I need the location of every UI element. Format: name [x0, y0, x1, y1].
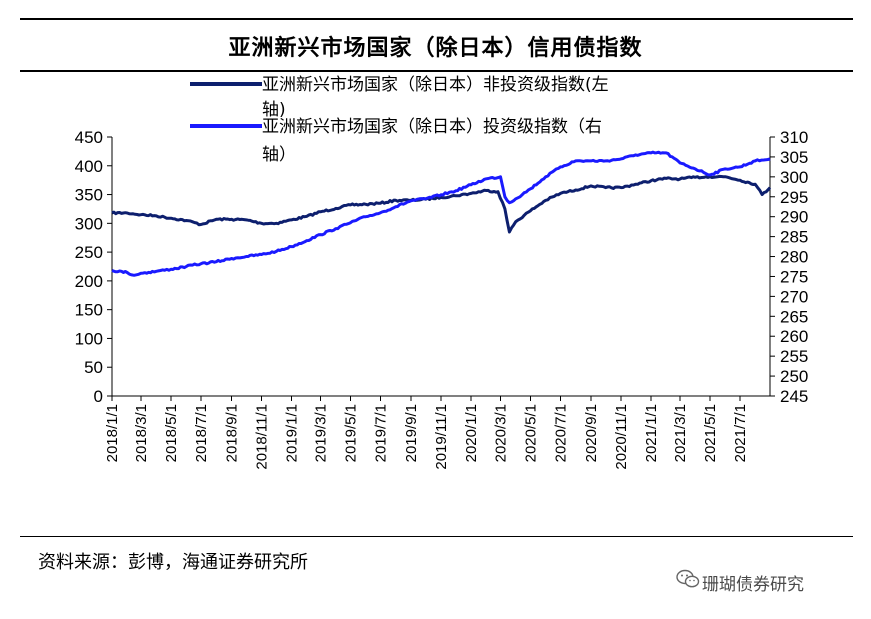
x-tick-label: 2019/3/1: [313, 404, 330, 462]
y-left-tick-label: 250: [75, 243, 103, 262]
chart-series-lines: [111, 150, 772, 277]
y-right-tick-label: 285: [780, 228, 808, 247]
y-left-tick-label: 50: [84, 358, 103, 377]
x-tick-label: 2018/5/1: [163, 404, 180, 462]
chart-canvas: 0501001502002503003504004502452502552602…: [75, 75, 809, 470]
wechat-icon: [676, 569, 700, 588]
x-tick-label: 2020/1/1: [463, 404, 480, 462]
footer-rule: [20, 536, 853, 537]
y-right-tick-label: 250: [780, 367, 808, 386]
y-right-tick-label: 300: [780, 168, 808, 187]
y-left-tick-label: 350: [75, 186, 103, 205]
x-tick-label: 2020/3/1: [493, 404, 510, 462]
x-tick-label: 2018/1/1: [104, 404, 121, 462]
x-tick-label: 2021/5/1: [702, 404, 719, 462]
top-border-rule: [20, 18, 853, 20]
legend-label-non-investment-grade: 轴): [262, 100, 286, 120]
y-right-tick-label: 280: [780, 248, 808, 267]
y-right-tick-label: 270: [780, 287, 808, 306]
y-right-tick-label: 255: [780, 347, 808, 366]
y-right-tick-label: 305: [780, 148, 808, 167]
x-tick-label: 2020/5/1: [523, 404, 540, 462]
x-tick-label: 2019/11/1: [433, 404, 450, 470]
y-left-tick-label: 400: [75, 157, 103, 176]
y-right-tick-label: 290: [780, 208, 808, 227]
y-right-tick-label: 310: [780, 128, 808, 147]
x-tick-label: 2019/9/1: [403, 404, 420, 462]
x-tick-label: 2020/11/1: [613, 404, 630, 470]
y-right-tick-label: 260: [780, 327, 808, 346]
series-line-non-investment-grade: [111, 174, 772, 234]
legend-label-investment-grade: 亚洲新兴市场国家（除日本）投资级指数（右: [262, 117, 602, 137]
title-underline-rule: [20, 70, 853, 72]
y-left-tick-label: 150: [75, 301, 103, 320]
x-tick-label: 2021/7/1: [732, 404, 749, 462]
x-tick-label: 2019/7/1: [373, 404, 390, 462]
x-tick-label: 2018/9/1: [224, 404, 241, 462]
y-left-tick-label: 450: [75, 128, 103, 147]
x-tick-label: 2018/3/1: [133, 404, 150, 462]
y-left-tick-label: 100: [75, 329, 103, 348]
x-tick-label: 2021/3/1: [672, 404, 689, 462]
source-note: 资料来源：彭博，海通证券研究所: [38, 552, 308, 573]
legend-label-non-investment-grade: 亚洲新兴市场国家（除日本）非投资级指数(左: [262, 75, 609, 95]
legend-label-investment-grade: 轴）: [262, 145, 296, 165]
chart-legend: 亚洲新兴市场国家（除日本）非投资级指数(左轴)亚洲新兴市场国家（除日本）投资级指…: [190, 75, 609, 165]
chart-axes: 0501001502002503003504004502452502552602…: [75, 128, 809, 470]
y-right-tick-label: 295: [780, 188, 808, 207]
x-tick-label: 2019/1/1: [283, 404, 300, 462]
y-left-tick-label: 0: [94, 387, 103, 406]
watermark-text: 珊瑚债券研究: [702, 575, 804, 595]
chart-title: 亚洲新兴市场国家（除日本）信用债指数: [228, 36, 643, 61]
x-tick-label: 2018/11/1: [254, 404, 271, 470]
x-tick-label: 2021/1/1: [643, 404, 660, 462]
y-left-tick-label: 300: [75, 214, 103, 233]
y-right-tick-label: 275: [780, 267, 808, 286]
series-line-investment-grade: [111, 150, 771, 277]
x-tick-label: 2019/5/1: [343, 404, 360, 462]
x-tick-label: 2018/7/1: [193, 404, 210, 462]
x-tick-label: 2020/9/1: [583, 404, 600, 462]
y-right-tick-label: 245: [780, 387, 808, 406]
y-left-tick-label: 200: [75, 272, 103, 291]
x-tick-label: 2020/7/1: [553, 404, 570, 462]
y-right-tick-label: 265: [780, 307, 808, 326]
